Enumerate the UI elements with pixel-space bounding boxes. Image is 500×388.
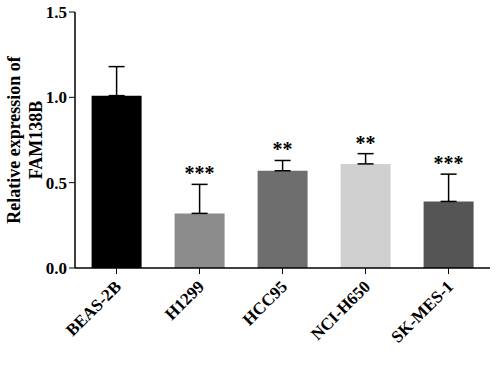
svg-text:***: *** <box>434 152 464 174</box>
svg-text:**: ** <box>356 132 376 154</box>
svg-text:NCI-H650: NCI-H650 <box>307 277 374 344</box>
svg-text:0.5: 0.5 <box>46 174 67 193</box>
svg-text:0.0: 0.0 <box>46 259 67 278</box>
svg-text:SK-MES-1: SK-MES-1 <box>387 277 457 347</box>
svg-text:H1299: H1299 <box>161 277 208 324</box>
svg-text:***: *** <box>185 162 215 184</box>
svg-text:1.5: 1.5 <box>46 3 67 22</box>
svg-text:**: ** <box>273 138 293 160</box>
svg-text:HCC95: HCC95 <box>239 277 291 329</box>
svg-text:BEAS-2B: BEAS-2B <box>62 277 125 340</box>
svg-text:Relative expression ofFAM138B: Relative expression ofFAM138B <box>4 55 46 224</box>
svg-text:1.0: 1.0 <box>46 88 67 107</box>
